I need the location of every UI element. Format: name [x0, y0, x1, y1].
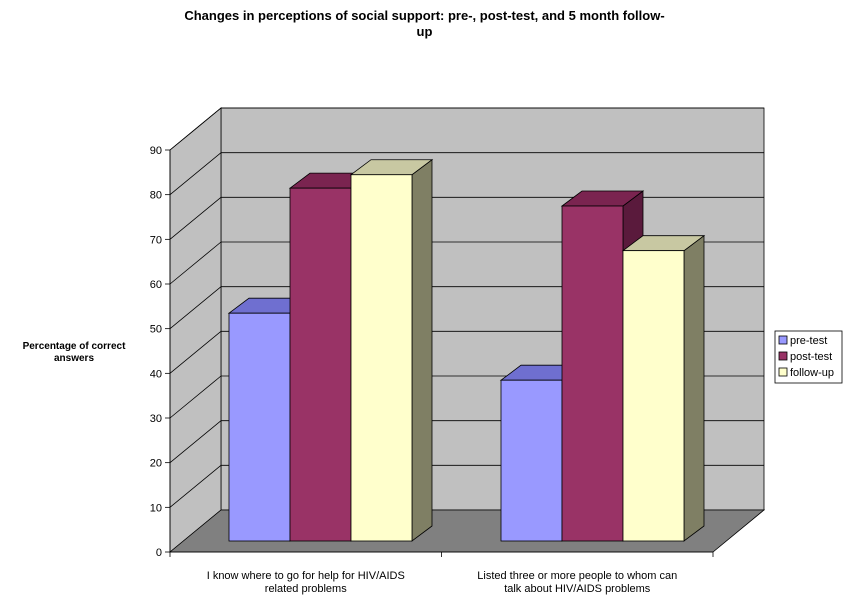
x-category-label: I know where to go for help for HIV/AIDS — [207, 570, 405, 582]
y-tick-label: 10 — [150, 502, 162, 514]
x-category-label: Listed three or more people to whom can — [477, 570, 677, 582]
y-tick-label: 90 — [150, 145, 162, 157]
gridline-side — [169, 107, 222, 151]
legend[interactable]: pre-test post-test follow-up — [774, 330, 843, 384]
bar-front — [228, 312, 291, 542]
y-tick-label: 20 — [150, 458, 162, 470]
bar-front — [500, 379, 563, 542]
chart-title-line: up — [417, 24, 433, 39]
x-category-label: related problems — [265, 583, 347, 595]
y-tick-label: 80 — [150, 190, 162, 202]
bar-front — [350, 174, 413, 542]
bar-front — [561, 205, 624, 542]
bar[interactable] — [621, 234, 706, 542]
legend-swatch — [778, 367, 788, 377]
bar[interactable] — [349, 158, 434, 542]
y-axis-label-line: answers — [54, 353, 94, 364]
gridline-side — [169, 465, 222, 508]
legend-swatch — [778, 335, 788, 345]
bar-side — [411, 158, 433, 542]
y-axis-label-line: Percentage of correct — [23, 341, 126, 352]
gridline-side — [169, 197, 222, 240]
gridline-side — [169, 375, 222, 419]
legend-label: pre-test — [790, 335, 827, 347]
bar-side — [683, 234, 705, 542]
gridline-side — [169, 241, 222, 285]
y-tick-label: 60 — [150, 279, 162, 291]
y-tick-label: 40 — [150, 368, 162, 380]
gridline-side — [169, 331, 222, 374]
x-category-label: talk about HIV/AIDS problems — [504, 583, 651, 595]
y-tick-label: 70 — [150, 234, 162, 246]
axes: 0 10 20 30 40 50 60 70 80 90 I know where to go fo… — [150, 145, 714, 595]
bar-front — [622, 250, 685, 542]
y-tick-label: 30 — [150, 413, 162, 425]
chart-title-line: Changes in perceptions of social support… — [184, 8, 664, 23]
legend-label: follow-up — [790, 367, 834, 379]
gridline-side — [169, 286, 222, 329]
y-tick-label: 0 — [156, 547, 162, 559]
gridline-side — [169, 152, 222, 195]
legend-label: post-test — [790, 351, 832, 363]
bar-front — [289, 187, 352, 542]
y-tick-label: 50 — [150, 324, 162, 336]
legend-swatch — [778, 351, 788, 361]
side-wall — [169, 107, 222, 553]
chart-title: Changes in perceptions of social support… — [184, 8, 664, 39]
bars — [227, 158, 706, 542]
gridline-side — [169, 420, 222, 463]
